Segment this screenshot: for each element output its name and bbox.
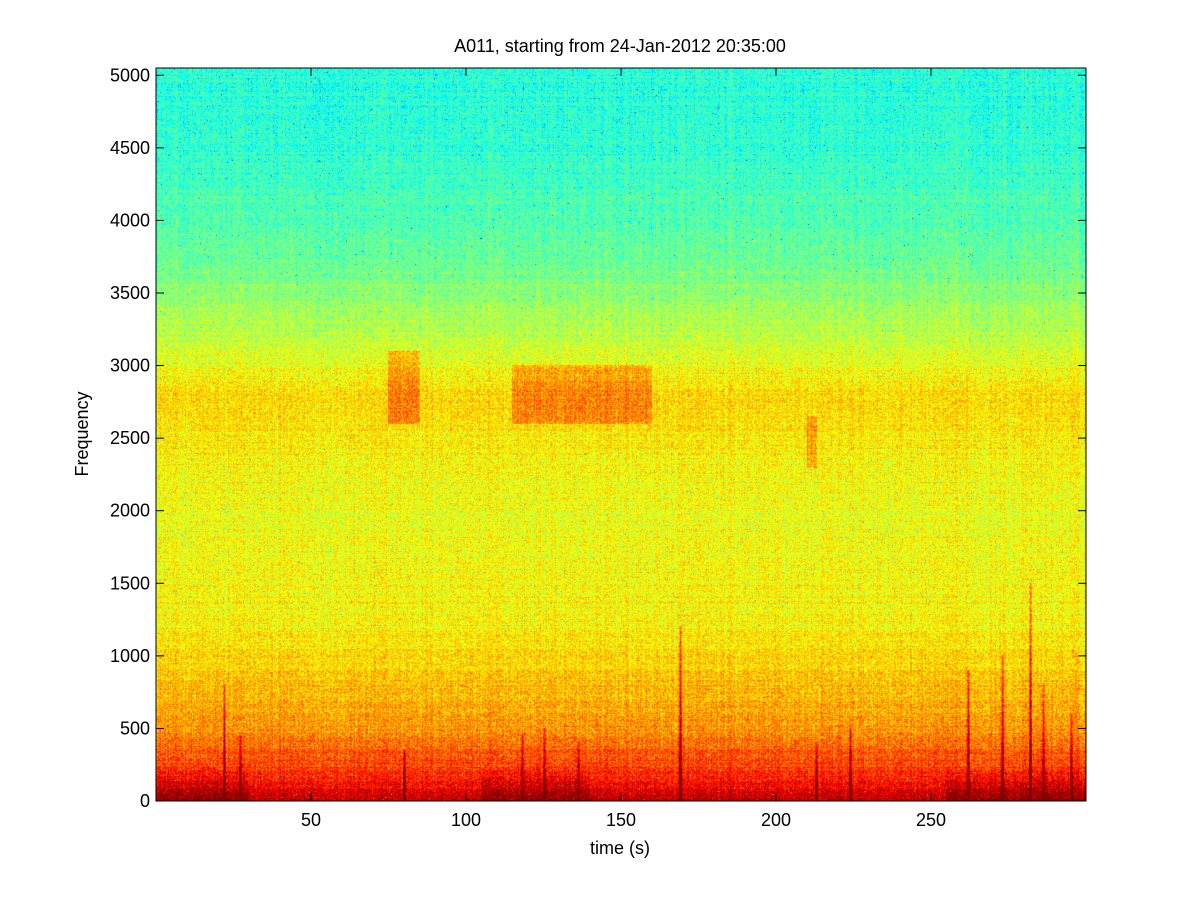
y-tick-label: 500 [120,718,150,738]
x-tick-label: 250 [916,810,946,830]
y-tick-label: 2500 [110,428,150,448]
y-tick-label: 2000 [110,501,150,521]
y-tick-label: 5000 [110,65,150,85]
x-tick-label: 200 [761,810,791,830]
x-axis-label: time (s) [590,838,650,858]
y-tick-label: 3500 [110,283,150,303]
spectrogram-image-frame [156,68,1086,801]
x-tick-label: 50 [301,810,321,830]
chart-title: A011, starting from 24-Jan-2012 20:35:00 [454,36,786,56]
y-tick-label: 1500 [110,573,150,593]
x-tick-label: 150 [606,810,636,830]
axes-layer: 50 100 150 200 25005001000150020002500300035… [110,65,1087,830]
y-tick-label: 3000 [110,356,150,376]
y-tick-label: 4500 [110,138,150,158]
y-tick-label: 1000 [110,646,150,666]
spectrogram-heatmap [156,68,1086,801]
y-axis-label: Frequency [72,391,92,476]
y-tick-label: 4000 [110,210,150,230]
y-tick-label: 0 [140,791,150,811]
x-tick-label: 100 [451,810,481,830]
